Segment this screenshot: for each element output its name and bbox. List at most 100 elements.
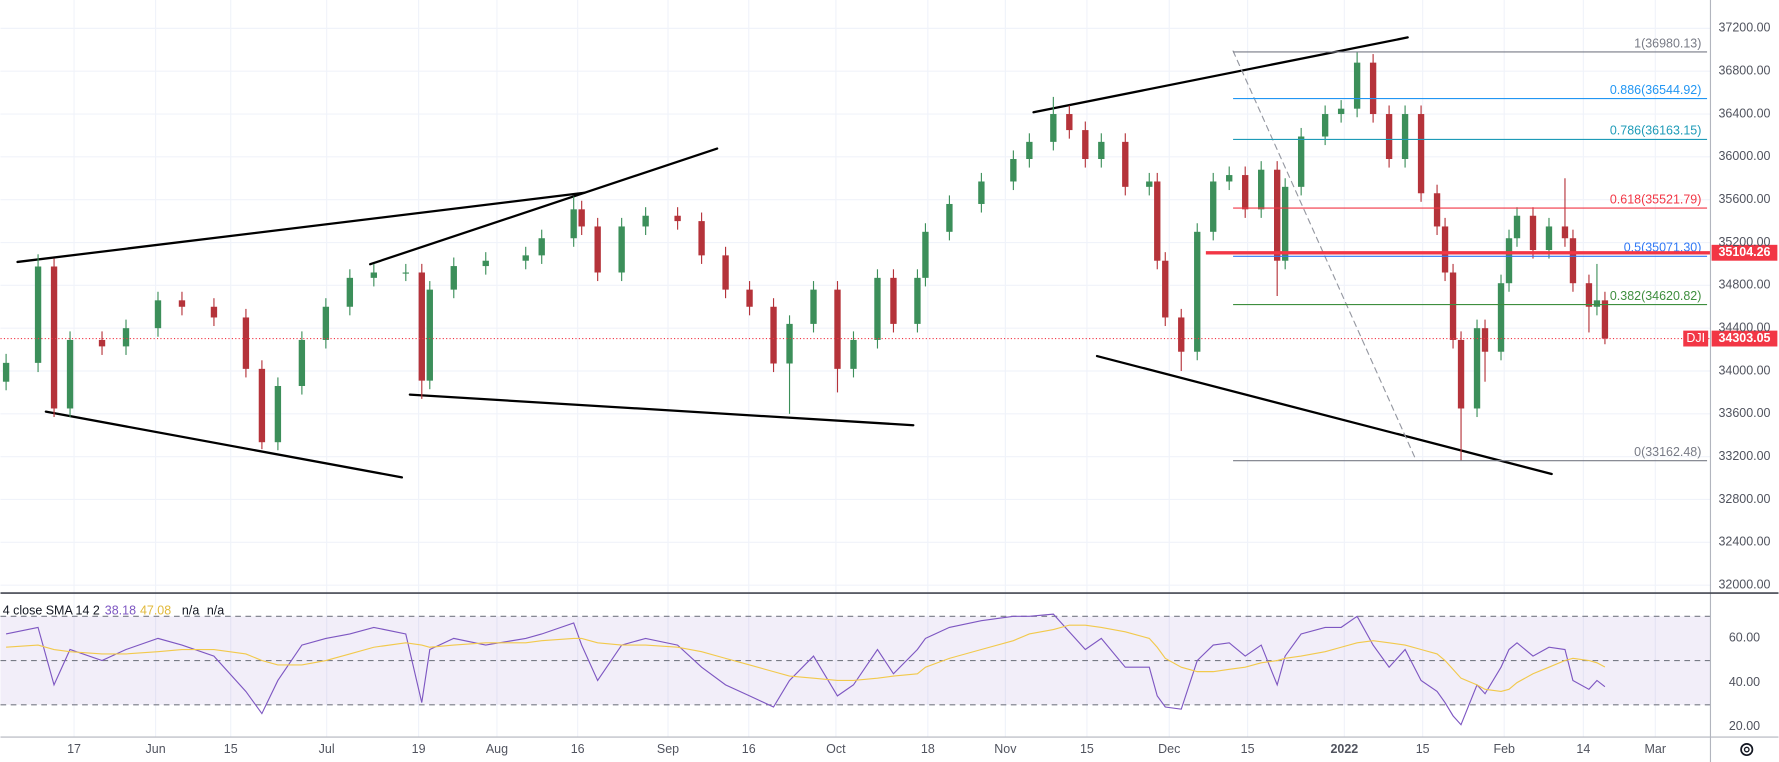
- candle-body: [1385, 114, 1393, 160]
- candle-body: [1601, 300, 1609, 339]
- drawings: [16, 36, 1553, 479]
- y-tick-label: 34800.00: [1718, 278, 1770, 292]
- candle-body: [1569, 238, 1577, 284]
- y-tick-label: 32800.00: [1718, 492, 1770, 506]
- candle-body: [1417, 114, 1425, 194]
- fib-trend-line[interactable]: [1232, 50, 1417, 460]
- candle-body: [1122, 141, 1129, 187]
- candle-body: [66, 339, 74, 409]
- candle-body: [1529, 215, 1537, 251]
- candle-body: [418, 272, 425, 381]
- indicator-legend: 4 close SMA 14 2: [3, 603, 100, 617]
- y-tick-label: 37200.00: [1718, 21, 1770, 35]
- candle-body: [1481, 328, 1489, 352]
- x-tick-label: 15: [1241, 742, 1255, 756]
- rsi-tick-label: 60.00: [1729, 631, 1760, 645]
- candle-body: [1178, 317, 1185, 352]
- candle-body: [1242, 175, 1249, 210]
- trend-line[interactable]: [16, 191, 586, 264]
- y-tick-label: 32400.00: [1718, 535, 1770, 549]
- candle-body: [1593, 300, 1601, 307]
- candle-body: [242, 317, 250, 369]
- candle-body: [1154, 181, 1161, 261]
- y-tick-label: 36400.00: [1718, 106, 1770, 120]
- price-tag-label: 35104.26: [1718, 245, 1770, 259]
- candle-body: [1561, 226, 1569, 239]
- candle-body: [1194, 231, 1201, 352]
- candle-body: [1457, 339, 1465, 409]
- candle-body: [1050, 114, 1057, 142]
- candle-body: [746, 289, 753, 307]
- candle-body: [770, 306, 777, 364]
- x-tick-label: 15: [1080, 742, 1094, 756]
- candle-body: [210, 306, 218, 318]
- candle-body: [450, 266, 457, 290]
- symbol-label: DJI: [1686, 331, 1705, 345]
- candle-body: [1146, 181, 1153, 187]
- candle-body: [522, 255, 529, 261]
- candle-body: [1441, 226, 1449, 273]
- x-tick-label: 16: [571, 742, 585, 756]
- candle-body: [2, 362, 10, 382]
- candle-body: [1258, 169, 1265, 210]
- x-tick-label: 18: [921, 742, 935, 756]
- candle-body: [946, 203, 953, 232]
- x-tick-label: Nov: [994, 742, 1017, 756]
- candle-body: [594, 226, 601, 273]
- y-tick-label: 32000.00: [1718, 577, 1770, 591]
- candle-body: [850, 339, 857, 369]
- trend-line[interactable]: [408, 393, 915, 427]
- candle-body: [298, 339, 306, 386]
- labels: 4 close SMA 14 2 38.18 47.08 n/a n/a 17 J…: [3, 21, 1771, 756]
- candle-body: [674, 215, 681, 222]
- x-tick-label: 14: [1576, 742, 1590, 756]
- candle-body: [1162, 260, 1169, 318]
- x-tick-label: 19: [412, 742, 426, 756]
- y-tick-label: 34000.00: [1718, 363, 1770, 377]
- candle-body: [1449, 272, 1457, 340]
- candle-body: [570, 209, 577, 239]
- candle-body: [1066, 114, 1073, 131]
- candle-body: [426, 289, 433, 381]
- candle-body: [834, 289, 841, 369]
- trend-line[interactable]: [1095, 354, 1553, 476]
- candle-body: [1473, 328, 1481, 409]
- candle-body: [98, 339, 106, 347]
- candle-body: [178, 300, 186, 307]
- candle-body: [1210, 181, 1217, 232]
- candle-body: [1545, 226, 1553, 251]
- x-tick-label: Feb: [1493, 742, 1515, 756]
- candle-body: [978, 181, 985, 204]
- fib-label: 1(36980.13): [1634, 36, 1701, 50]
- candle-body: [722, 255, 729, 290]
- x-tick-label: Mar: [1645, 742, 1666, 756]
- candle-body: [890, 277, 897, 324]
- y-tick-label: 35200.00: [1718, 235, 1770, 249]
- trend-line[interactable]: [44, 410, 404, 479]
- sma-value: 47.08: [140, 603, 171, 617]
- candle-body: [1098, 141, 1105, 160]
- candle-body: [1505, 238, 1513, 284]
- candle-body: [322, 306, 330, 340]
- legend-extra: n/a: [182, 603, 199, 617]
- candle-body: [642, 215, 649, 227]
- trend-line[interactable]: [1032, 36, 1409, 114]
- candle-body: [578, 209, 585, 227]
- overlay: 1(36980.13) 0.886(36544.92) 0.786(36163.15…: [0, 36, 1778, 462]
- candle-body: [1226, 175, 1233, 182]
- candle-body: [1433, 193, 1441, 227]
- indicator-line: [6, 624, 1606, 693]
- rsi-tick-label: 20.00: [1729, 719, 1760, 733]
- settings-button[interactable]: [1740, 743, 1754, 757]
- y-tick-label: 33600.00: [1718, 406, 1770, 420]
- trend-line[interactable]: [369, 147, 719, 266]
- price-tag-label: 34303.05: [1718, 331, 1770, 345]
- rsi-tick-label: 40.00: [1729, 675, 1760, 689]
- candle-body: [370, 272, 378, 278]
- fib-label: 0.886(36544.92): [1610, 83, 1702, 97]
- candle-body: [482, 260, 489, 267]
- candle-body: [50, 266, 58, 409]
- candle-body: [1513, 215, 1521, 239]
